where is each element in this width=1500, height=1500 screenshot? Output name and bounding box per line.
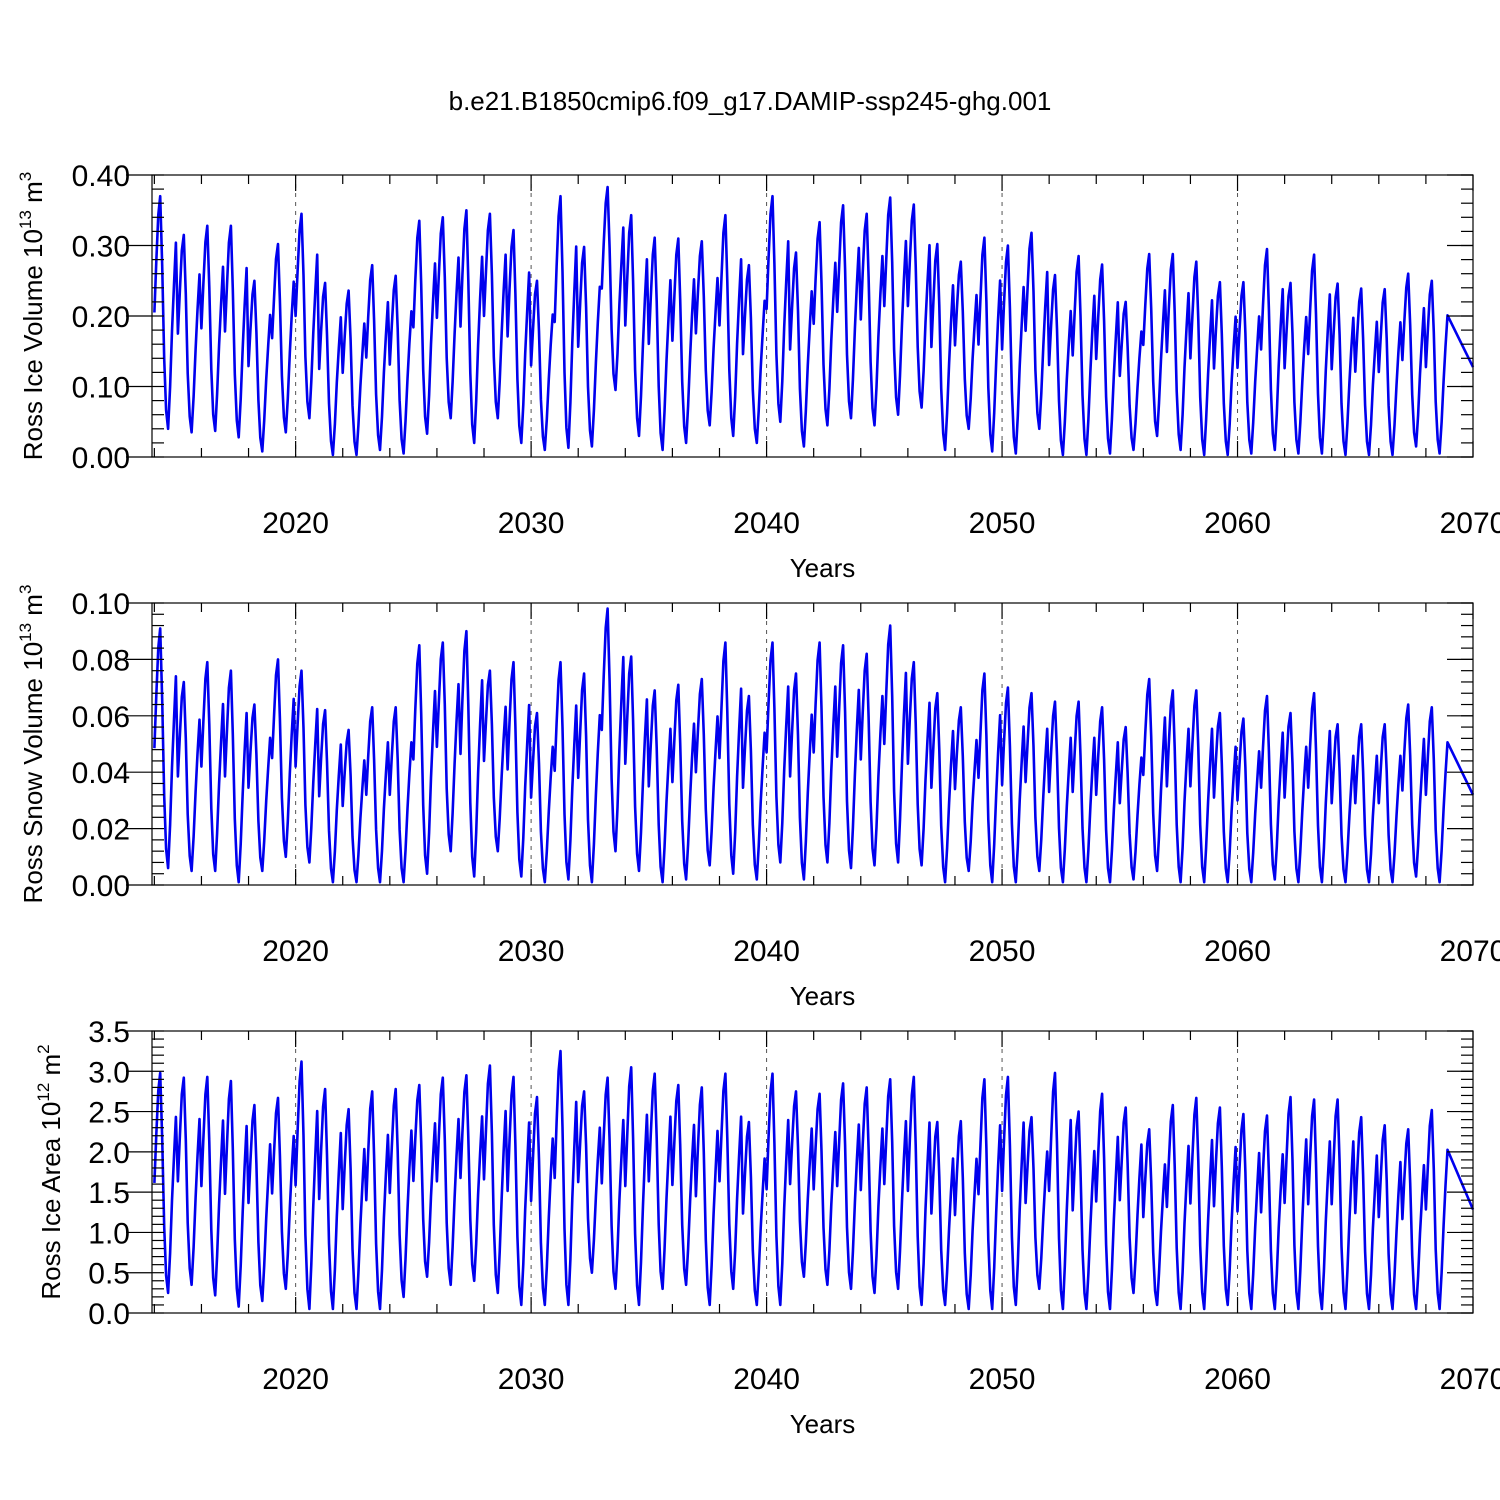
y-tick-label: 2.0 <box>88 1137 130 1170</box>
x-tick-label: 2020 <box>262 507 329 540</box>
plot-frame <box>151 602 1474 886</box>
y-axis-label-part: Ross Ice Volume 10 <box>18 229 48 460</box>
y-axis-label-part: 13 <box>16 210 35 229</box>
y-axis-label-part: m <box>36 1054 66 1083</box>
y-axis-label-part: Ross Snow Volume 10 <box>18 642 48 904</box>
x-axis-label: Years <box>790 1409 856 1439</box>
panels-container: 0.00 0.10 0.20 0.30 0.40 2020 2030 2040 2050 2060… <box>16 160 1500 1439</box>
plot-frame <box>151 1030 1474 1314</box>
y-tick-label: 0.30 <box>72 231 130 264</box>
y-axis-label-part: 3 <box>16 172 35 181</box>
y-axis-label: Ross Snow Volume 1013 m3 <box>16 585 48 904</box>
x-tick-label: 2070 <box>1440 935 1500 968</box>
x-tick-label: 2040 <box>733 1363 800 1396</box>
x-tick-label: 2050 <box>969 935 1036 968</box>
y-tick-label: 0.06 <box>72 701 130 734</box>
y-axis-label: Ross Ice Volume 1013 m3 <box>16 172 48 461</box>
y-axis-label-part: m <box>18 594 48 623</box>
x-tick-label: 2040 <box>733 935 800 968</box>
x-tick-label: 2070 <box>1440 507 1500 540</box>
y-axis-label-part: 2 <box>34 1044 53 1053</box>
x-tick-label: 2060 <box>1204 935 1271 968</box>
y-tick-label: 2.5 <box>88 1097 130 1130</box>
y-tick-label: 3.0 <box>88 1056 130 1089</box>
figure-title: b.e21.B1850cmip6.f09_g17.DAMIP-ssp245-gh… <box>449 86 1052 116</box>
x-tick-label: 2060 <box>1204 507 1271 540</box>
x-tick-label: 2020 <box>262 935 329 968</box>
y-tick-label: 1.5 <box>88 1177 130 1210</box>
x-tick-label: 2050 <box>969 507 1036 540</box>
x-tick-label: 2060 <box>1204 1363 1271 1396</box>
y-tick-label: 0.02 <box>72 814 130 847</box>
series-line-1 <box>153 185 1475 457</box>
chart-panel-1: 0.00 0.10 0.20 0.30 0.40 2020 2030 2040 2050 2060… <box>16 160 1500 583</box>
series-line-3 <box>153 1049 1475 1311</box>
y-axis-label-part: m <box>18 181 48 210</box>
y-tick-label: 0.08 <box>72 644 130 677</box>
x-axis-label: Years <box>790 553 856 583</box>
y-tick-label: 1.0 <box>88 1217 130 1250</box>
y-tick-label: 3.5 <box>88 1016 130 1049</box>
y-axis-label: Ross Ice Area 1012 m2 <box>34 1044 66 1299</box>
series-line-2 <box>153 607 1475 884</box>
y-axis-label-part: Ross Ice Area 10 <box>36 1102 66 1300</box>
y-axis-label-part: 12 <box>34 1083 53 1102</box>
y-tick-label: 0.5 <box>88 1258 130 1291</box>
chart-panel-2: 0.00 0.02 0.04 0.06 0.08 0.10 2020 2030 2040 2050… <box>16 585 1500 1011</box>
y-tick-label: 0.40 <box>72 160 130 193</box>
y-tick-label: 0.00 <box>72 870 130 903</box>
x-tick-label: 2030 <box>498 935 565 968</box>
y-axis-label-part: 3 <box>16 585 35 594</box>
chart-panel-3: 0.0 0.5 1.0 1.5 2.0 2.5 3.0 3.5 2020 2030 2040 2050… <box>34 1016 1500 1439</box>
x-tick-label: 2040 <box>733 507 800 540</box>
y-tick-label: 0.10 <box>72 372 130 405</box>
y-tick-label: 0.0 <box>88 1298 130 1331</box>
x-tick-label: 2070 <box>1440 1363 1500 1396</box>
y-tick-label: 0.00 <box>72 442 130 475</box>
x-tick-label: 2030 <box>498 1363 565 1396</box>
x-axis-label: Years <box>790 981 856 1011</box>
y-tick-label: 0.04 <box>72 757 130 790</box>
y-axis-label-part: 13 <box>16 623 35 642</box>
x-tick-label: 2030 <box>498 507 565 540</box>
y-tick-label: 0.20 <box>72 301 130 334</box>
x-tick-label: 2050 <box>969 1363 1036 1396</box>
x-tick-label: 2020 <box>262 1363 329 1396</box>
y-tick-label: 0.10 <box>72 588 130 621</box>
